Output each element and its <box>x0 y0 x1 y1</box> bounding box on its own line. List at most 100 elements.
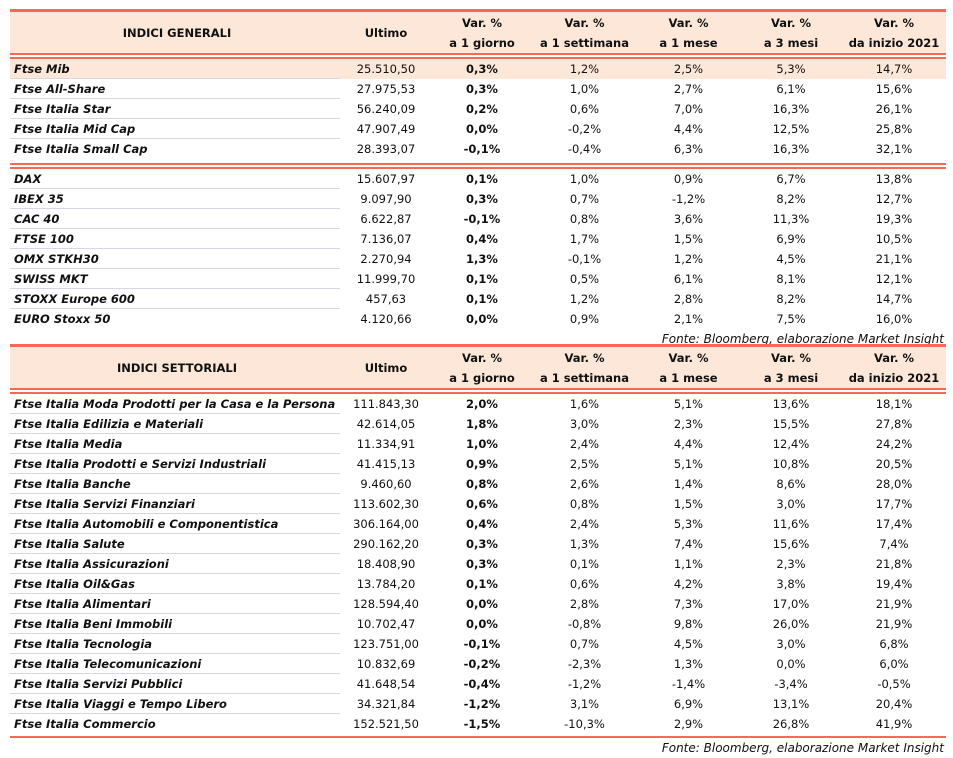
last-value: 56.240,09 <box>356 102 416 116</box>
change-1m: 6,3% <box>673 142 704 156</box>
change-1d: 0,1% <box>466 272 498 286</box>
column-header-line: a 1 mese <box>659 35 718 50</box>
change-3m: 8,2% <box>776 192 806 206</box>
index-name: Ftse Italia Commercio <box>14 717 156 731</box>
change-1d: 0,0% <box>466 597 498 611</box>
last-value: 42.614,05 <box>356 417 416 431</box>
table-row: Ftse Italia Assicurazioni 18.408,90 0,3% 0,… <box>10 554 946 574</box>
last-value: 4.120,66 <box>360 312 412 326</box>
change-1d: 0,0% <box>466 617 498 631</box>
index-name: SWISS MKT <box>14 272 88 286</box>
column-header: Ultimo <box>340 23 432 43</box>
change-1d: 0,3% <box>466 557 498 571</box>
divider <box>10 163 946 169</box>
column-header-line: Var. % <box>668 15 709 30</box>
column-header-line: a 1 settimana <box>539 370 630 385</box>
column-header-line: Var. % <box>874 15 914 30</box>
change-1m: 3,6% <box>673 212 704 226</box>
change-1m: -1,2% <box>671 192 706 206</box>
change-1d: 0,1% <box>466 292 498 306</box>
change-1w: -0,8% <box>567 617 602 631</box>
table-row: Ftse Italia Media 11.334,91 1,0% 2,4% 4,4% 12… <box>10 434 946 454</box>
column-header-line: Var. % <box>874 350 914 365</box>
change-1m: 6,9% <box>673 697 704 711</box>
change-1w: 0,6% <box>569 577 600 591</box>
table-row: SWISS MKT 11.999,70 0,1% 0,5% 6,1% 8,1% 12,1% <box>10 269 946 289</box>
change-1w: 0,8% <box>569 212 600 226</box>
change-1w: 1,6% <box>569 397 600 411</box>
table-row: Ftse Italia Viaggi e Tempo Libero 34.321,… <box>10 694 946 714</box>
last-value: 18.408,90 <box>356 557 416 571</box>
change-ytd: 21,9% <box>875 617 913 631</box>
last-value: 11.999,70 <box>356 272 416 286</box>
change-1m: 2,3% <box>673 417 704 431</box>
foreign-indices: DAX 15.607,97 0,1% 1,0% 0,9% 6,7% 13,8% IBEX 35… <box>10 169 946 329</box>
last-value: 306.164,00 <box>353 517 419 531</box>
change-3m: 7,5% <box>776 312 806 326</box>
index-name: Ftse Mib <box>14 62 70 76</box>
change-3m: 11,3% <box>772 212 810 226</box>
last-value: 47.907,49 <box>356 122 416 136</box>
source-note: Fonte: Bloomberg, elaborazione Market In… <box>661 332 944 346</box>
table-row: Ftse Italia Oil&Gas 13.784,20 0,1% 0,6% 4,2%… <box>10 574 946 594</box>
last-value: 9.097,90 <box>360 192 412 206</box>
divider <box>10 736 946 738</box>
change-1m: 4,2% <box>673 577 704 591</box>
change-1m: 7,3% <box>673 597 704 611</box>
table-header: INDICI SETTORIALI Ultimo Var. % a 1 giorno V… <box>10 344 946 388</box>
last-value: 128.594,40 <box>353 597 419 611</box>
change-3m: 8,2% <box>776 292 806 306</box>
table-row: STOXX Europe 600 457,63 0,1% 1,2% 2,8% 8,2% 14… <box>10 289 946 309</box>
column-header-line: da inizio 2021 <box>848 370 940 385</box>
change-3m: 16,3% <box>772 102 810 116</box>
change-3m: 12,4% <box>772 437 810 451</box>
sector-indices-table: INDICI SETTORIALI Ultimo Var. % a 1 giorno V… <box>10 344 946 758</box>
table-header: INDICI GENERALI Ultimo Var. % a 1 giorno Var… <box>10 9 946 53</box>
column-header-line: a 1 giorno <box>449 35 515 50</box>
table-row: Ftse Italia Servizi Finanziari 113.602,30… <box>10 494 946 514</box>
change-1d: 0,3% <box>466 537 498 551</box>
change-3m: 6,9% <box>776 232 806 246</box>
change-3m: 26,8% <box>772 717 810 731</box>
change-1d: 1,3% <box>466 252 498 266</box>
change-1d: 0,8% <box>466 477 498 491</box>
change-3m: 17,0% <box>772 597 810 611</box>
column-header-line: Ultimo <box>364 360 408 375</box>
change-1w: 1,2% <box>569 292 600 306</box>
index-name: OMX STKH30 <box>14 252 99 266</box>
change-3m: 26,0% <box>772 617 810 631</box>
table-row: Ftse Italia Commercio 152.521,50 -1,5% -10,… <box>10 714 946 734</box>
change-ytd: 21,1% <box>875 252 913 266</box>
column-header: Var. % a 1 mese <box>637 13 740 53</box>
change-1m: 7,4% <box>673 537 704 551</box>
change-1w: -10,3% <box>564 717 605 731</box>
last-value: 27.975,53 <box>356 82 416 96</box>
table-title: INDICI SETTORIALI <box>117 360 237 375</box>
index-name: Ftse Italia Assicurazioni <box>14 557 169 571</box>
change-1w: 2,5% <box>569 457 600 471</box>
change-1m: 6,1% <box>673 272 704 286</box>
index-name: Ftse Italia Telecomunicazioni <box>14 657 202 671</box>
change-1d: 1,8% <box>466 417 498 431</box>
last-value: 11.334,91 <box>356 437 416 451</box>
index-name: Ftse Italia Edilizia e Materiali <box>14 417 204 431</box>
change-ytd: 10,5% <box>875 232 913 246</box>
column-header-line: da inizio 2021 <box>848 35 940 50</box>
change-1m: 2,8% <box>673 292 704 306</box>
column-header-line: a 3 mesi <box>763 370 819 385</box>
change-1w: 2,8% <box>569 597 600 611</box>
change-1m: 1,4% <box>673 477 704 491</box>
index-name: Ftse Italia Media <box>14 437 123 451</box>
change-ytd: 24,2% <box>875 437 913 451</box>
change-3m: 8,6% <box>776 477 806 491</box>
column-header-line: a 3 mesi <box>763 35 819 50</box>
last-value: 2.270,94 <box>360 252 412 266</box>
change-ytd: 28,0% <box>875 477 913 491</box>
table-row: Ftse Italia Small Cap 28.393,07 -0,1% -0,4%… <box>10 139 946 159</box>
change-ytd: 7,4% <box>879 537 909 551</box>
table-row: Ftse Italia Automobili e Componentistica… <box>10 514 946 534</box>
change-3m: 2,3% <box>776 557 806 571</box>
table-row: Ftse Italia Tecnologia 123.751,00 -0,1% 0,7… <box>10 634 946 654</box>
change-3m: 3,0% <box>776 497 806 511</box>
column-header-line: a 1 mese <box>659 370 718 385</box>
